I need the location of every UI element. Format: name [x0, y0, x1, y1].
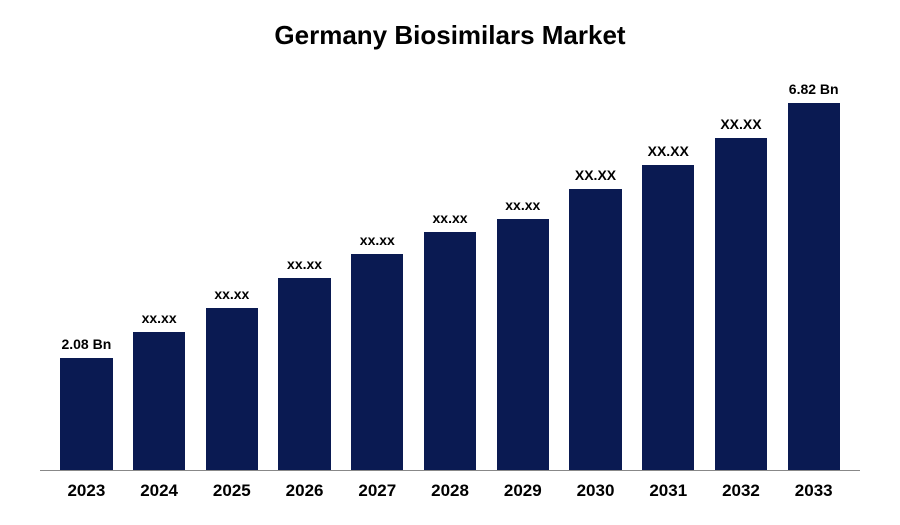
- bar-2030: [569, 189, 621, 470]
- bar-group: xx.xx: [341, 81, 414, 470]
- bar-value-label: xx.xx: [214, 286, 249, 302]
- bar-2024: [133, 332, 185, 470]
- bar-2025: [206, 308, 258, 470]
- x-axis-label: 2023: [50, 481, 123, 501]
- bar-2023: [60, 358, 112, 470]
- x-axis: 2023 2024 2025 2026 2027 2028 2029 2030 …: [40, 471, 860, 501]
- bar-group: 2.08 Bn: [50, 81, 123, 470]
- bar-value-label: xx.xx: [287, 256, 322, 272]
- bar-group: xx.xx: [123, 81, 196, 470]
- bar-2028: [424, 232, 476, 470]
- x-axis-label: 2032: [705, 481, 778, 501]
- bar-group: xx.xx: [414, 81, 487, 470]
- bar-value-label: 6.82 Bn: [789, 81, 839, 97]
- x-axis-label: 2030: [559, 481, 632, 501]
- chart-plot-area: 2.08 Bn xx.xx xx.xx xx.xx xx.xx xx.xx xx…: [40, 81, 860, 471]
- bar-group: XX.XX: [705, 81, 778, 470]
- bar-value-label: xx.xx: [505, 197, 540, 213]
- x-axis-label: 2026: [268, 481, 341, 501]
- bar-value-label: xx.xx: [433, 210, 468, 226]
- x-axis-label: 2024: [123, 481, 196, 501]
- bar-group: xx.xx: [195, 81, 268, 470]
- bar-value-label: XX.XX: [648, 143, 689, 159]
- bar-value-label: 2.08 Bn: [61, 336, 111, 352]
- bar-2027: [351, 254, 403, 470]
- bar-value-label: XX.XX: [720, 116, 761, 132]
- x-axis-label: 2027: [341, 481, 414, 501]
- x-axis-label: 2031: [632, 481, 705, 501]
- bar-value-label: xx.xx: [142, 310, 177, 326]
- bar-group: 6.82 Bn: [777, 81, 850, 470]
- x-axis-label: 2029: [486, 481, 559, 501]
- bar-2033: [788, 103, 840, 470]
- bar-2026: [278, 278, 330, 470]
- bar-2032: [715, 138, 767, 470]
- bar-value-label: XX.XX: [575, 167, 616, 183]
- x-axis-label: 2028: [414, 481, 487, 501]
- bar-group: xx.xx: [268, 81, 341, 470]
- bar-value-label: xx.xx: [360, 232, 395, 248]
- x-axis-label: 2025: [195, 481, 268, 501]
- bar-group: xx.xx: [486, 81, 559, 470]
- bar-2031: [642, 165, 694, 470]
- bar-group: XX.XX: [559, 81, 632, 470]
- bar-2029: [497, 219, 549, 470]
- bar-group: XX.XX: [632, 81, 705, 470]
- x-axis-label: 2033: [777, 481, 850, 501]
- chart-title: Germany Biosimilars Market: [40, 20, 860, 51]
